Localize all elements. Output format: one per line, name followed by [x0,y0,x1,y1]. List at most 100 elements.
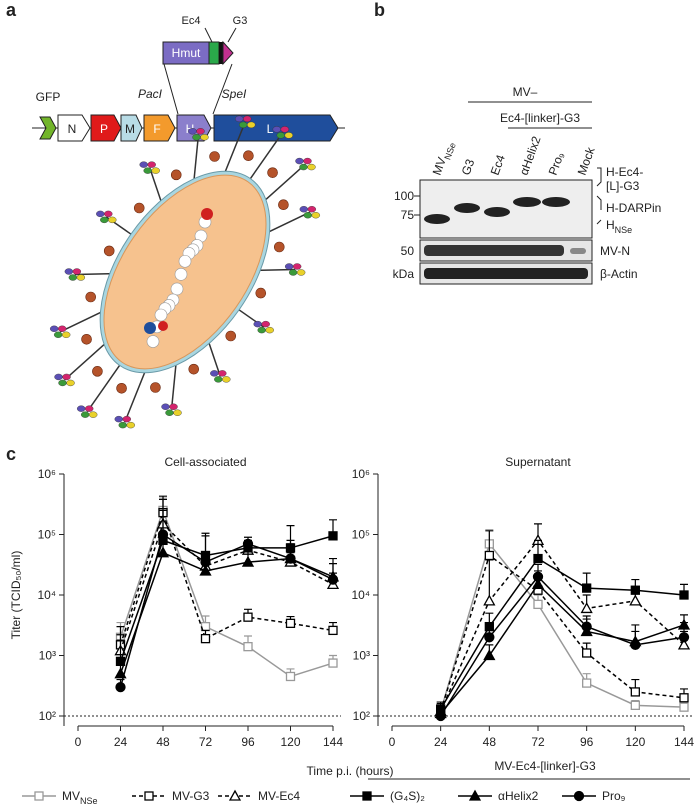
spike-head [192,134,201,141]
fusion-protein [150,382,161,393]
legend-group-label: MV-Ec4-[linker]-G3 [494,759,596,773]
marker [483,594,496,606]
legend-label: MV-G3 [172,789,210,803]
marker [328,625,338,636]
spike-head [72,268,82,275]
legend-label-main: MV [62,789,80,803]
legend-label: Pro₉ [602,789,626,803]
spike-head [272,126,281,133]
series-line [440,583,685,714]
spike-head [288,269,298,276]
fusion-protein [81,334,92,345]
fusion-protein [188,363,200,375]
spike-head [299,206,309,213]
spike-head [243,115,252,123]
x-tick-label: 144 [323,735,343,749]
marker [199,564,212,576]
spike-head [165,409,174,416]
m-gene [120,114,143,142]
legend-label-main: MV-G3 [172,789,210,803]
label-ec4: Ec4 [182,15,201,27]
y-tick-label: 10² [39,709,56,723]
band [424,214,450,224]
band-label: H-Ec4- [606,165,643,179]
marker [533,553,543,564]
polymerase [201,208,213,220]
marker [580,602,593,614]
spike-head [96,210,105,218]
spike-head [89,411,98,418]
spike-head [257,326,266,334]
legend-label-main: (G₄S)₂ [390,789,425,803]
marker [679,590,689,600]
spike-head [307,163,316,171]
series-line [439,542,685,712]
band-label: β-Actin [600,267,638,281]
marker [200,633,211,644]
panel-label: b [374,0,385,20]
marker [228,789,242,801]
band-label: [L]-G3 [606,179,640,193]
legend-label-main: MV-Ec4 [258,789,300,803]
polymerase [158,321,168,331]
pointer [212,63,233,115]
band [484,207,510,217]
band-label: H-DARPin [606,201,661,215]
panel-label: c [6,444,16,464]
paci-label: PacI [138,87,163,101]
spike-head [104,210,113,218]
marker [157,529,169,540]
marker-label: 50 [401,244,415,258]
group-label: MV– [513,85,538,99]
spike-head [299,163,308,171]
virus-illustration [49,115,321,429]
spike-head [100,216,109,224]
legend-label-main: αHelix2 [498,789,539,803]
plots: Cell-associated 10² 10³ 10⁴ 10⁵ 10⁶ 0 24 48 72 96 1… [37,455,694,749]
marker [285,671,296,682]
marker [582,583,592,593]
spike-head [54,373,63,381]
lane-label: Mock [575,144,598,177]
x-tick-label: 24 [114,735,128,749]
y-tick-label: 10⁴ [351,588,370,602]
spike-head [85,405,94,412]
spike-head [292,263,302,270]
spike-head [143,167,152,174]
legend: MVNSe MV-G3 MV-Ec4 (G₄S)₂ αHelix2 Pro₉ [22,789,626,806]
marker [630,585,640,595]
fusion-protein [255,287,267,299]
spike-head [210,370,219,377]
hmut-label: Hmut [172,46,201,60]
marker [581,621,592,632]
f-gene [143,114,176,142]
lane-label-main: MV [430,155,449,177]
x-tick-label: 144 [674,735,694,749]
spike-head [161,403,170,410]
series-line [439,539,685,712]
fusion-protein [278,199,289,210]
fusion-protein [103,245,115,257]
n-gene [57,114,91,142]
y-tick-label: 10³ [353,649,370,663]
marker-label: 75 [401,208,415,222]
marker-label: 100 [394,189,414,203]
chart-title: Cell-associated [164,455,246,469]
spike-stalk [247,131,284,183]
pointer [204,27,213,43]
spike-head [61,331,71,338]
marker [629,594,642,606]
fusion-protein [170,169,182,181]
g3-box [222,40,234,66]
marker-label: kDa [393,267,415,281]
gene-label: P [100,122,108,136]
spike-head [261,320,270,328]
marker [677,638,691,650]
spike-stalk [59,309,105,333]
spike-head [118,421,127,429]
spike-head [76,274,86,281]
spike-head [276,132,285,139]
fusion-protein [209,151,220,162]
lane-label: Ec4 [488,153,508,178]
